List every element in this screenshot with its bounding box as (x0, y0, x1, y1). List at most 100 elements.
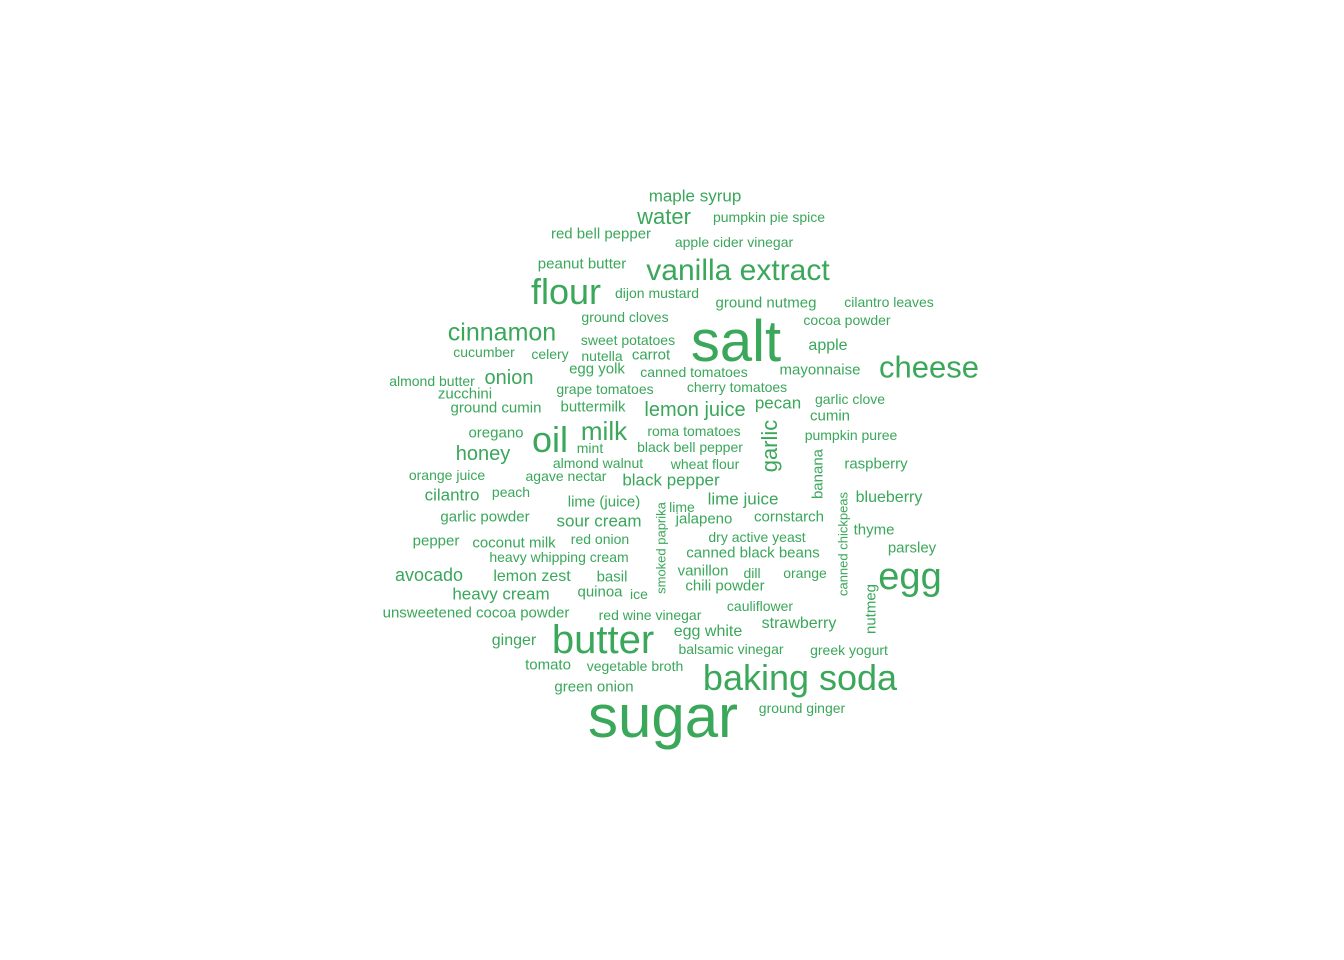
word-carrot: carrot (631, 346, 671, 364)
word-ground-cloves: ground cloves (581, 309, 669, 325)
word-cumin: cumin (809, 407, 851, 425)
word-peach: peach (491, 484, 531, 500)
word-lime-juice-paren: lime (juice) (567, 493, 641, 511)
word-pumpkin-puree: pumpkin puree (804, 427, 898, 443)
word-canned-tomatoes: canned tomatoes (640, 364, 748, 380)
word-orange-juice: orange juice (408, 467, 486, 483)
word-chili-powder: chili powder (685, 577, 765, 595)
word-basil: basil (596, 568, 628, 586)
word-cucumber: cucumber (453, 344, 515, 360)
word-sour-cream: sour cream (556, 511, 642, 531)
word-egg: egg (878, 556, 942, 598)
word-unsweetened-cocoa-powder: unsweetened cocoa powder (382, 604, 570, 622)
word-ground-cumin: ground cumin (450, 399, 542, 417)
word-almond-walnut: almond walnut (552, 455, 644, 471)
word-blueberry: blueberry (855, 489, 923, 506)
word-red-wine-vinegar: red wine vinegar (598, 607, 702, 623)
word-lime-juice: lime juice (707, 489, 779, 509)
word-raspberry: raspberry (844, 455, 908, 473)
word-peanut-butter: peanut butter (537, 255, 627, 273)
word-apple: apple (808, 337, 848, 354)
word-red-onion: red onion (570, 531, 630, 547)
word-balsamic-vinegar: balsamic vinegar (678, 641, 784, 657)
word-quinoa: quinoa (577, 583, 623, 601)
word-heavy-whipping-cream: heavy whipping cream (489, 549, 629, 565)
word-roma-tomatoes: roma tomatoes (647, 423, 741, 439)
word-lime: lime (669, 499, 695, 515)
word-heavy-cream: heavy cream (452, 584, 550, 604)
word-agave-nectar: agave nectar (525, 468, 607, 484)
word-garlic-powder: garlic powder (440, 508, 530, 526)
word-coconut-milk: coconut milk (472, 534, 556, 552)
word-oregano: oregano (468, 424, 524, 442)
word-ground-nutmeg: ground nutmeg (715, 294, 817, 312)
word-lemon-zest: lemon zest (493, 568, 571, 585)
word-mayonnaise: mayonnaise (779, 361, 861, 379)
word-greek-yogurt: greek yogurt (810, 642, 888, 658)
word-cheese: cheese (879, 349, 979, 385)
word-salt: salt (690, 309, 782, 374)
word-vanillon: vanillon (677, 562, 729, 580)
word-pecan: pecan (754, 393, 802, 413)
word-canned-chickpeas: canned chickpeas (835, 491, 851, 597)
word-garlic: garlic (757, 419, 782, 473)
word-garlic-clove: garlic clove (814, 391, 886, 407)
word-butter: butter (551, 618, 655, 662)
word-sugar: sugar (587, 683, 739, 750)
word-buttermilk: buttermilk (560, 398, 626, 416)
word-smoked-paprika: smoked paprika (653, 502, 669, 594)
word-ginger: ginger (491, 632, 537, 649)
word-oil: oil (531, 419, 569, 460)
word-dill: dill (743, 565, 761, 581)
word-grape-tomatoes: grape tomatoes (556, 381, 654, 397)
word-nutella: nutella (581, 348, 623, 364)
word-cherry-tomatoes: cherry tomatoes (686, 379, 788, 395)
word-egg-yolk: egg yolk (569, 360, 625, 378)
word-wheat-flour: wheat flour (670, 456, 740, 472)
word-black-bell-pepper: black bell pepper (637, 439, 743, 455)
word-milk: milk (580, 416, 628, 446)
word-banana: banana (809, 448, 827, 500)
word-thyme: thyme (853, 521, 895, 539)
word-nutmeg: nutmeg (862, 583, 880, 635)
word-cauliflower: cauliflower (726, 598, 794, 614)
word-water: water (637, 204, 691, 229)
word-celery: celery (531, 346, 569, 362)
word-ground-ginger: ground ginger (758, 700, 846, 716)
word-canned-black-beans: canned black beans (686, 544, 820, 562)
word-tomato: tomato (525, 656, 571, 674)
word-red-bell-pepper: red bell pepper (550, 225, 652, 243)
word-sweet-potatoes: sweet potatoes (580, 332, 676, 348)
word-apple-cider-vinegar: apple cider vinegar (674, 234, 794, 250)
word-honey: honey (455, 443, 511, 465)
word-pumpkin-pie-spice: pumpkin pie spice (712, 209, 826, 225)
word-parsley: parsley (887, 539, 937, 557)
word-green-onion: green onion (554, 678, 634, 696)
word-cilantro: cilantro (424, 485, 480, 505)
word-baking-soda: baking soda (702, 657, 898, 698)
word-black-pepper: black pepper (622, 470, 720, 490)
word-pepper: pepper (412, 532, 460, 550)
word-almond-butter: almond butter (389, 373, 475, 389)
word-dry-active-yeast: dry active yeast (708, 529, 806, 545)
word-lemon-juice: lemon juice (644, 399, 746, 421)
word-cilantro-leaves: cilantro leaves (844, 294, 934, 310)
word-maple-syrup: maple syrup (648, 186, 742, 206)
word-cinnamon: cinnamon (447, 318, 557, 347)
word-mint: mint (576, 440, 604, 456)
word-zucchini: zucchini (437, 385, 493, 403)
word-egg-white: egg white (673, 623, 743, 640)
word-jalapeno: jalapeno (675, 510, 733, 528)
word-vanilla-extract: vanilla extract (646, 254, 830, 287)
word-flour: flour (530, 271, 602, 312)
word-cornstarch: cornstarch (753, 508, 825, 526)
word-orange: orange (783, 565, 827, 581)
word-vegetable-broth: vegetable broth (586, 658, 684, 674)
word-cocoa-powder: cocoa powder (803, 312, 891, 328)
word-onion: onion (484, 367, 534, 389)
word-avocado: avocado (394, 565, 464, 585)
word-strawberry: strawberry (761, 615, 837, 632)
word-ice: ice (630, 586, 648, 602)
word-dijon-mustard: dijon mustard (614, 285, 700, 301)
